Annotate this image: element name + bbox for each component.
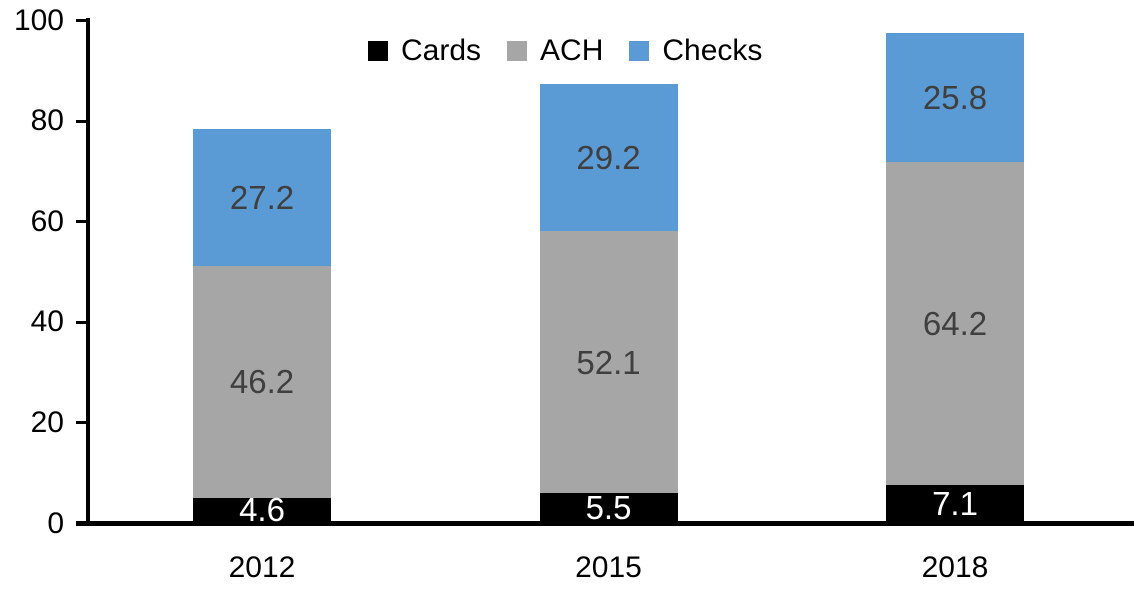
x-tick-label-2012: 2012 bbox=[228, 551, 296, 584]
value-label-ach-2012: 46.2 bbox=[229, 363, 295, 401]
bar-segment-checks-2012: 27.2 bbox=[193, 128, 331, 266]
y-axis-line bbox=[86, 18, 90, 526]
y-tick-label-100: 100 bbox=[13, 3, 64, 37]
x-tick-label-2018: 2018 bbox=[921, 551, 989, 584]
bar-2018: 7.1 64.2 25.8 bbox=[886, 32, 1024, 521]
x-tick-label-2015: 2015 bbox=[575, 551, 642, 584]
bar-segment-ach-2015: 52.1 bbox=[539, 231, 678, 494]
y-tick-label-60: 60 bbox=[30, 204, 64, 238]
bar-segment-cards-2018: 7.1 bbox=[886, 485, 1024, 521]
legend-swatch-ach-icon bbox=[507, 41, 528, 61]
bar-segment-checks-2018: 25.8 bbox=[886, 32, 1024, 163]
y-tick-40 bbox=[76, 320, 88, 324]
value-label-cards-2018: 7.1 bbox=[932, 484, 978, 522]
bar-2012: 4.6 46.2 27.2 bbox=[193, 128, 331, 526]
bar-segment-checks-2015: 29.2 bbox=[539, 84, 678, 232]
value-label-checks-2012: 27.2 bbox=[229, 178, 295, 216]
legend-item-checks: Checks bbox=[629, 36, 762, 66]
y-tick-0 bbox=[76, 522, 88, 525]
y-tick-100 bbox=[76, 19, 88, 22]
y-tick-80 bbox=[76, 119, 88, 123]
value-label-cards-2015: 5.5 bbox=[585, 488, 632, 526]
value-label-ach-2018: 64.2 bbox=[922, 305, 988, 343]
legend-label-cards: Cards bbox=[401, 34, 482, 67]
legend-label-ach: ACH bbox=[540, 34, 604, 67]
bar-segment-cards-2015: 5.5 bbox=[539, 488, 678, 526]
y-tick-label-20: 20 bbox=[30, 405, 64, 439]
value-label-ach-2015: 52.1 bbox=[576, 343, 641, 381]
bar-2015: 5.5 52.1 29.2 bbox=[539, 84, 678, 526]
value-label-cards-2012: 4.6 bbox=[239, 490, 285, 528]
y-tick-20 bbox=[76, 421, 88, 425]
legend-swatch-cards-icon bbox=[368, 41, 388, 61]
x-axis-line bbox=[76, 521, 1134, 526]
y-tick-label-40: 40 bbox=[30, 305, 64, 339]
legend-swatch-checks-icon bbox=[629, 41, 650, 61]
bar-segment-ach-2018: 64.2 bbox=[886, 162, 1024, 486]
bar-segment-cards-2012: 4.6 bbox=[193, 493, 331, 526]
bar-segment-ach-2012: 46.2 bbox=[193, 265, 331, 498]
y-tick-label-0: 0 bbox=[47, 506, 64, 540]
value-label-checks-2015: 29.2 bbox=[576, 139, 641, 177]
y-tick-60 bbox=[76, 220, 88, 224]
legend-item-cards: Cards bbox=[368, 36, 481, 66]
value-label-checks-2018: 25.8 bbox=[922, 78, 988, 116]
legend: Cards ACH Checks bbox=[368, 33, 762, 69]
y-tick-label-80: 80 bbox=[30, 104, 64, 138]
legend-item-ach: ACH bbox=[507, 36, 603, 66]
legend-label-checks: Checks bbox=[662, 34, 763, 67]
